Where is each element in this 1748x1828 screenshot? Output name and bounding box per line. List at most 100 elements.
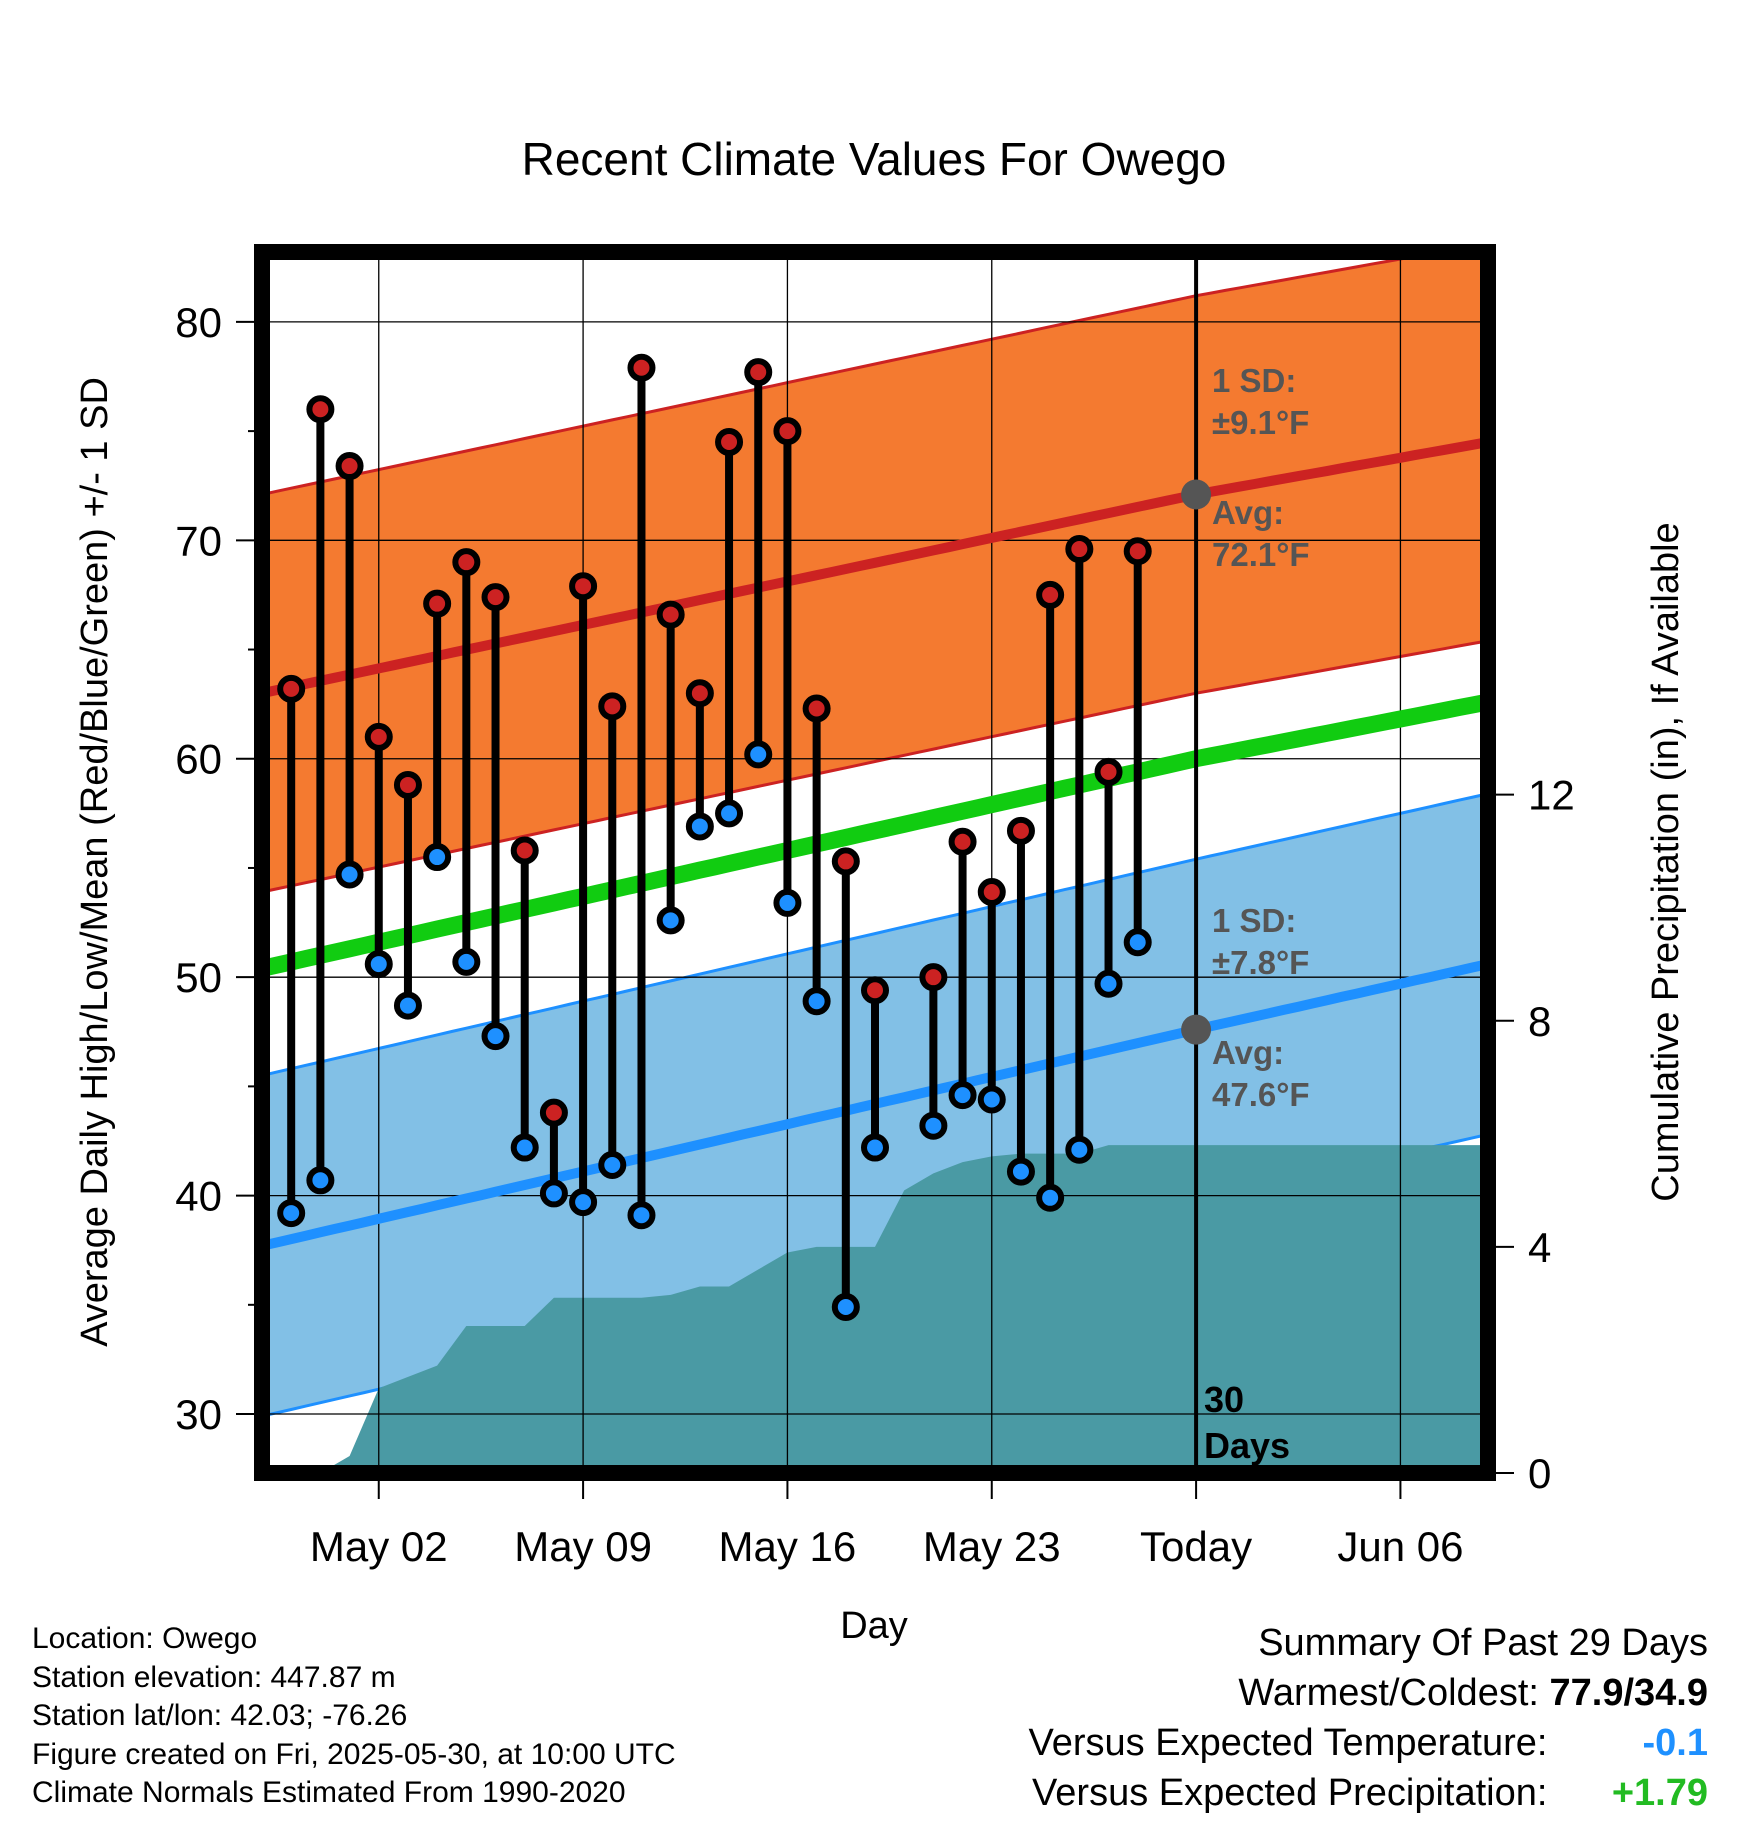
- x-tick-label: May 09: [514, 1523, 652, 1570]
- x-tick-label: May 02: [310, 1523, 448, 1570]
- obs-high-point: [364, 722, 393, 751]
- obs-low-point: [306, 1166, 335, 1195]
- temp-value: -0.1: [1642, 1722, 1708, 1764]
- low-avg-value: 47.6°F: [1212, 1076, 1310, 1113]
- obs-low-point: [948, 1081, 977, 1110]
- obs-high-point: [539, 1098, 568, 1127]
- created-text: Figure created on Fri, 2025-05-30, at 10…: [32, 1737, 676, 1771]
- low-sd-value: ±7.8°F: [1212, 944, 1309, 981]
- x-tick-label: May 16: [719, 1523, 857, 1570]
- obs-low-point: [919, 1111, 948, 1140]
- y-tick-label: 70: [175, 517, 222, 564]
- latlon-text: Station lat/lon: 42.03; -76.26: [32, 1699, 408, 1732]
- normals-text: Climate Normals Estimated From 1990-2020: [32, 1776, 626, 1809]
- obs-low-point: [656, 906, 685, 935]
- days-count: 30: [1204, 1379, 1244, 1420]
- obs-high-point: [1036, 580, 1065, 609]
- temp-label: Versus Expected Temperature:: [1028, 1722, 1548, 1764]
- obs-low-point: [1123, 928, 1152, 957]
- high-sd-value: ±9.1°F: [1212, 404, 1309, 441]
- obs-low-point: [277, 1199, 306, 1228]
- obs-low-point: [1065, 1135, 1094, 1164]
- high-avg-value: 72.1°F: [1212, 536, 1310, 573]
- y-tick-label: 40: [175, 1173, 222, 1220]
- obs-high-point: [977, 877, 1006, 906]
- summary-panel: Summary Of Past 29 Days Warmest/Coldest:…: [1029, 1618, 1708, 1818]
- obs-high-point: [1006, 816, 1035, 845]
- y-tick-label: 50: [175, 954, 222, 1001]
- obs-low-point: [715, 799, 744, 828]
- location-text: Location: Owego: [32, 1622, 258, 1655]
- low-sd-band-upper: [262, 792, 1488, 1077]
- obs-high-point: [831, 847, 860, 876]
- obs-low-point: [744, 740, 773, 769]
- obs-high-point: [393, 770, 422, 799]
- obs-low-point: [1036, 1183, 1065, 1212]
- warmest-coldest-label: Warmest/Coldest:: [1238, 1672, 1539, 1714]
- obs-high-point: [598, 692, 627, 721]
- obs-low-point: [1094, 969, 1123, 998]
- obs-low-point: [831, 1292, 860, 1321]
- y2-tick-label: 0: [1528, 1450, 1551, 1497]
- obs-high-point: [948, 827, 977, 856]
- warmest-coldest-row: Warmest/Coldest: 77.9/34.9: [1029, 1668, 1708, 1718]
- high-avg-label: Avg:: [1212, 494, 1284, 531]
- plot-frame: [254, 244, 1496, 1481]
- obs-high-point: [510, 836, 539, 865]
- obs-low-point: [598, 1151, 627, 1180]
- summary-title: Summary Of Past 29 Days: [1258, 1622, 1708, 1664]
- y-axis-title: Average Daily High/Low/Mean (Red/Blue/Gr…: [74, 377, 116, 1347]
- high-sd-band-upper: [262, 252, 1448, 496]
- obs-low-point: [452, 947, 481, 976]
- obs-high-point: [481, 583, 510, 612]
- low-avg-today-marker: [1181, 1014, 1212, 1045]
- obs-low-point: [364, 950, 393, 979]
- y-tick-label: 60: [175, 736, 222, 783]
- obs-high-point: [656, 600, 685, 629]
- obs-low-point: [393, 991, 422, 1020]
- x-tick-label: May 23: [923, 1523, 1061, 1570]
- obs-high-point: [1094, 757, 1123, 786]
- low-avg-label: Avg:: [1212, 1034, 1284, 1071]
- obs-low-point: [861, 1133, 889, 1162]
- obs-high-point: [335, 452, 364, 481]
- obs-low-point: [1006, 1157, 1035, 1186]
- obs-low-point: [335, 860, 364, 889]
- station-info: Location: Owego Station elevation: 447.8…: [32, 1620, 676, 1813]
- obs-low-point: [510, 1133, 539, 1162]
- obs-high-point: [452, 548, 481, 577]
- precip-label: Versus Expected Precipitation:: [1032, 1772, 1548, 1814]
- x-tick-label: Jun 06: [1337, 1523, 1463, 1570]
- obs-low-point: [627, 1201, 656, 1230]
- obs-low-point: [539, 1179, 568, 1208]
- y2-tick-label: 4: [1528, 1224, 1551, 1271]
- obs-high-point: [715, 428, 744, 457]
- high-avg-today-marker: [1181, 479, 1212, 510]
- obs-low-point: [423, 843, 452, 872]
- temp-row: Versus Expected Temperature: -0.1: [1029, 1718, 1708, 1768]
- y2-axis-title: Cumulative Precipitation (in), If Availa…: [1645, 522, 1687, 1201]
- warmest-coldest-value: 77.9/34.9: [1549, 1672, 1708, 1714]
- obs-high-point: [802, 694, 831, 723]
- obs-high-point: [685, 679, 714, 708]
- obs-high-point: [919, 963, 948, 992]
- precip-value: +1.79: [1611, 1772, 1708, 1814]
- obs-low-point: [802, 987, 831, 1016]
- days-label: Days: [1204, 1425, 1290, 1466]
- elevation-text: Station elevation: 447.87 m: [32, 1660, 396, 1694]
- obs-high-point: [1123, 537, 1152, 566]
- chart-title: Recent Climate Values For Owego: [522, 133, 1227, 185]
- high-sd-label: 1 SD:: [1212, 362, 1296, 399]
- obs-high-point: [1065, 535, 1094, 564]
- obs-high-point: [277, 674, 306, 703]
- obs-high-point: [569, 572, 598, 601]
- obs-high-point: [306, 395, 335, 424]
- low-sd-label: 1 SD:: [1212, 902, 1296, 939]
- y2-tick-label: 8: [1528, 998, 1551, 1045]
- y2-tick-label: 12: [1528, 772, 1575, 819]
- obs-high-point: [861, 976, 889, 1005]
- high-sd-band: [262, 252, 1488, 892]
- obs-high-point: [423, 589, 452, 618]
- obs-low-point: [481, 1022, 510, 1051]
